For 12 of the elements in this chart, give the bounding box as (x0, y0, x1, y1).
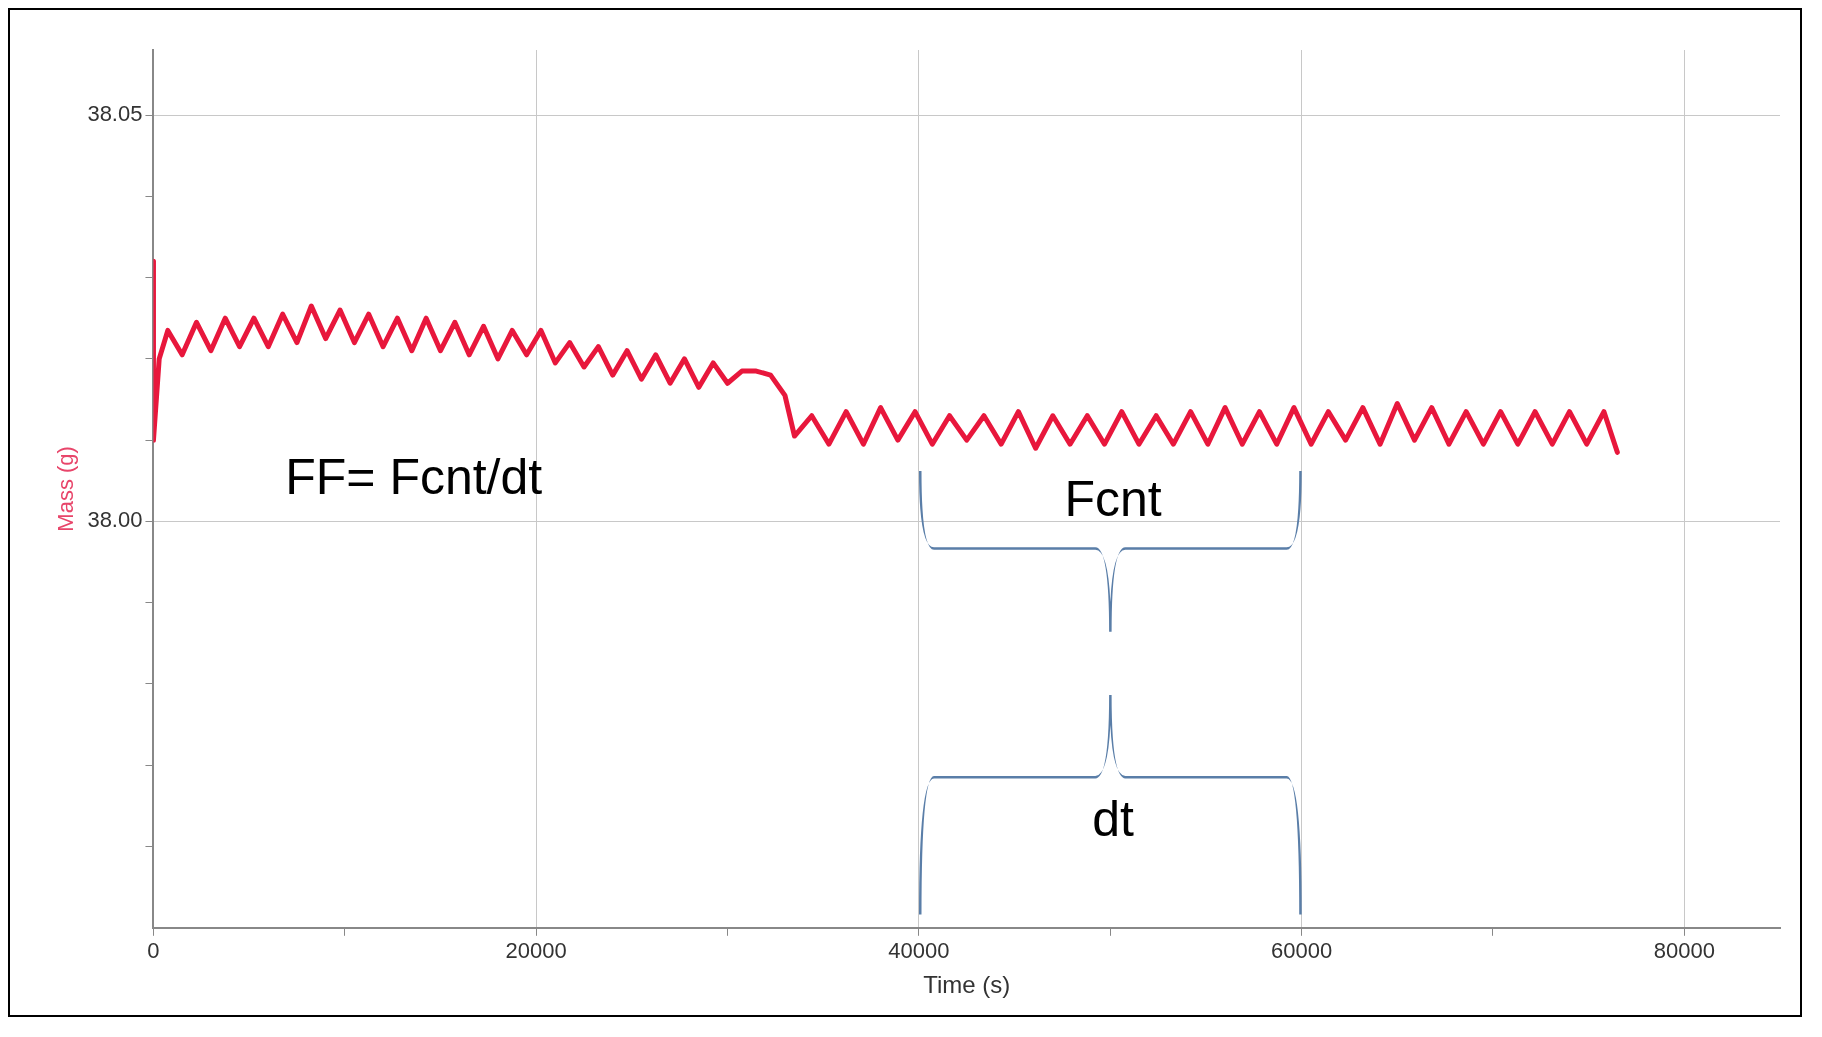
annotation: Fcnt (1064, 470, 1162, 527)
x-tick-label: 40000 (888, 938, 950, 964)
x-tick-label: 20000 (505, 938, 567, 964)
y-tick-label: 38.00 (87, 507, 143, 533)
x-tick-label: 60000 (1271, 938, 1333, 964)
x-tick-label: 80000 (1653, 938, 1715, 964)
annotation: dt (1092, 791, 1135, 848)
y-axis-title: Mass (g) (53, 446, 79, 532)
x-tick-label: 0 (147, 938, 160, 964)
y-tick-label: 38.05 (87, 101, 143, 127)
x-axis-title: Time (s) (923, 971, 1011, 999)
annotation: FF= Fcnt/dt (285, 448, 543, 505)
